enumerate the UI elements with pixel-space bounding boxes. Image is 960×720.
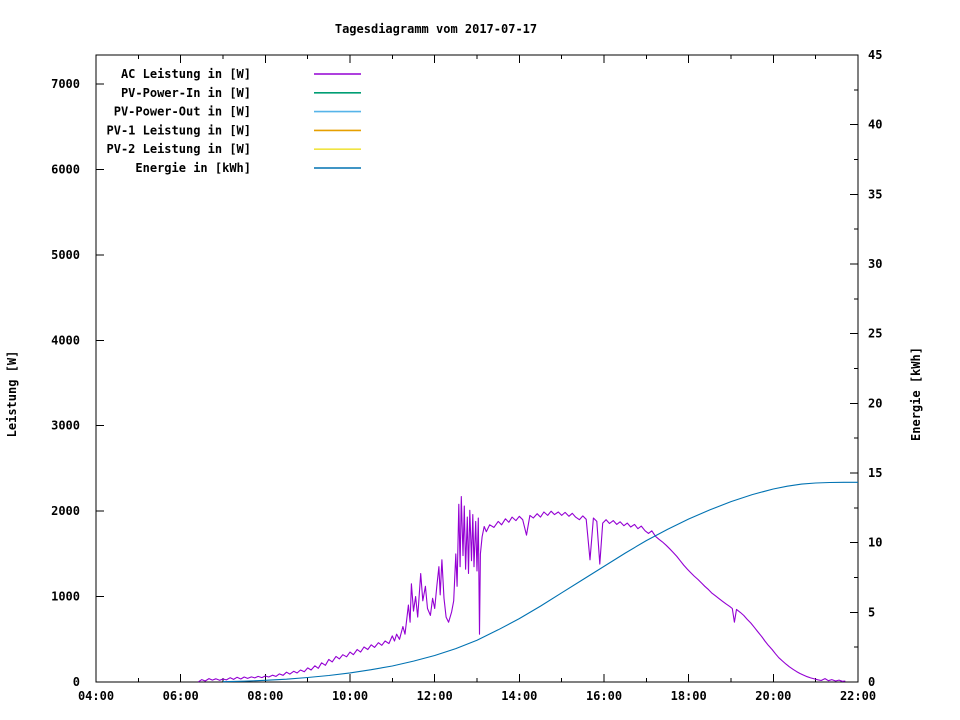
- x-tick-label: 10:00: [332, 689, 368, 703]
- y2-tick-label: 5: [868, 605, 875, 619]
- y2-tick-label: 15: [868, 466, 882, 480]
- y2-tick-label: 0: [868, 675, 875, 689]
- y-tick-label: 6000: [51, 162, 80, 176]
- y2-tick-label: 10: [868, 536, 882, 550]
- chart-title: Tagesdiagramm vom 2017-07-17: [335, 22, 537, 36]
- series-lines: [198, 481, 858, 683]
- x-tick-label: 08:00: [247, 689, 283, 703]
- legend-label: PV-Power-In in [W]: [121, 86, 251, 100]
- series-line-1: [198, 496, 846, 683]
- y2-axis-label: Energie [kWh]: [909, 347, 923, 441]
- y2-tick-label: 45: [868, 48, 882, 62]
- x-tick-label: 18:00: [671, 689, 707, 703]
- axis-ticks: [95, 54, 859, 683]
- legend-label: PV-2 Leistung in [W]: [107, 142, 252, 156]
- legend: AC Leistung in [W] PV-Power-In in [W] PV-P…: [107, 67, 361, 175]
- y-axis-label: Leistung [W]: [5, 351, 19, 438]
- legend-label: AC Leistung in [W]: [121, 67, 251, 81]
- x-tick-label: 16:00: [586, 689, 622, 703]
- x-tick-label: 04:00: [78, 689, 114, 703]
- x-tick-label: 14:00: [501, 689, 537, 703]
- y2-tick-label: 25: [868, 327, 882, 341]
- axis-tick-labels: 04:00 06:00 08:00 10:00 12:00 14:00 16:00 18:00…: [51, 48, 882, 703]
- y-tick-label: 0: [73, 675, 80, 689]
- y-tick-label: 1000: [51, 590, 80, 604]
- legend-label: Energie in [kWh]: [135, 161, 251, 175]
- legend-label: PV-Power-Out in [W]: [114, 105, 251, 119]
- y2-tick-label: 40: [868, 118, 882, 132]
- legend-label: PV-1 Leistung in [W]: [107, 123, 252, 137]
- y-tick-label: 2000: [51, 504, 80, 518]
- series-line-6: [222, 481, 858, 683]
- y-tick-label: 5000: [51, 248, 80, 262]
- x-tick-label: 20:00: [755, 689, 791, 703]
- x-tick-label: 12:00: [417, 689, 453, 703]
- y-tick-label: 4000: [51, 333, 80, 347]
- x-tick-label: 22:00: [840, 689, 876, 703]
- y-tick-label: 3000: [51, 419, 80, 433]
- y2-tick-label: 35: [868, 187, 882, 201]
- y2-tick-label: 30: [868, 257, 882, 271]
- x-tick-label: 06:00: [163, 689, 199, 703]
- y-tick-label: 7000: [51, 77, 80, 91]
- y2-tick-label: 20: [868, 396, 882, 410]
